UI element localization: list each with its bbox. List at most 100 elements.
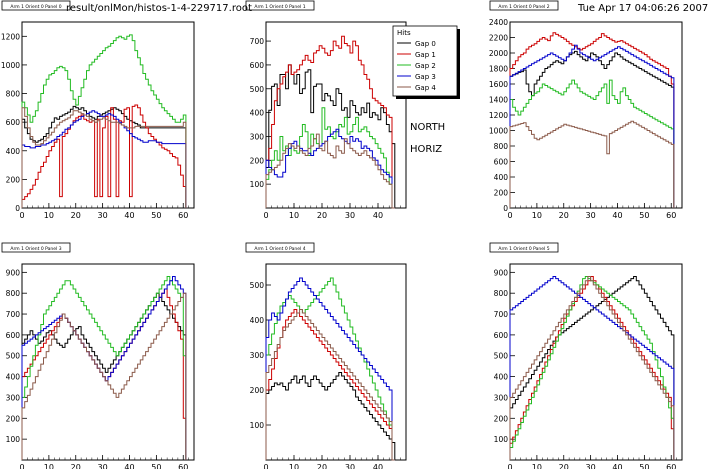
series-line-gap-4 — [265, 133, 395, 209]
x-tick-label: 0 — [263, 211, 268, 220]
legend-title: Hits — [397, 29, 411, 37]
plot-panel-4: Arm 1 Orient 0 Panel 4 0 10 20 30 40 100 200 300… — [245, 242, 407, 469]
y-tick-label: 600 — [494, 158, 509, 167]
y-tick-label: 500 — [250, 281, 265, 290]
x-tick-label: 40 — [373, 211, 383, 220]
x-tick-label: 0 — [19, 211, 24, 220]
series-line-gap-1 — [21, 288, 187, 460]
y-tick-label: 900 — [6, 268, 21, 277]
legend-box — [392, 25, 458, 97]
x-tick-label: 0 — [507, 211, 512, 220]
plot-frame — [509, 263, 683, 461]
x-tick-label: 30 — [345, 463, 355, 469]
x-tick-label: 30 — [98, 463, 108, 469]
y-tick-label: 800 — [494, 289, 509, 298]
x-tick-label: 30 — [345, 211, 355, 220]
y-tick-label: 300 — [250, 351, 265, 360]
y-tick-label: 400 — [6, 373, 21, 382]
series-line-gap-0 — [265, 372, 396, 460]
series-line-gap-3 — [265, 277, 395, 461]
series-line-gap-2 — [265, 107, 395, 209]
y-tick-label: 400 — [250, 316, 265, 325]
y-tick-label: 500 — [250, 85, 265, 94]
y-tick-label: 300 — [250, 132, 265, 141]
x-tick-label: 50 — [639, 463, 649, 469]
x-tick-label: 20 — [71, 211, 81, 220]
y-tick-label: 600 — [6, 118, 21, 127]
x-tick-label: 30 — [586, 211, 596, 220]
plot-frame — [265, 21, 407, 209]
plot-panel-2: Arm 1 Orient 0 Panel 20 10 20 30 40 50 6002004… — [489, 0, 683, 220]
y-tick-label: 700 — [250, 37, 265, 46]
legend-entry: Gap 3 — [415, 73, 436, 81]
y-tick-label: 400 — [494, 373, 509, 382]
y-tick-label: 1400 — [489, 96, 508, 105]
plot-title-box — [489, 0, 559, 11]
series-line-gap-4 — [509, 120, 675, 208]
series-line-gap-4 — [21, 107, 187, 208]
plot-panel-5: Arm 1 Orient 0 Panel 5 0 10 20 30 40 50 60 100 20… — [489, 242, 683, 469]
annotation-horiz: HORIZ — [410, 144, 442, 155]
x-tick-label: 0 — [263, 463, 268, 469]
x-tick-label: 30 — [98, 211, 108, 220]
x-tick-label: 20 — [317, 211, 327, 220]
y-tick-label: 200 — [250, 156, 265, 165]
x-tick-label: 40 — [612, 463, 622, 469]
legend: Hits Gap 0 Gap 1 Gap 2 Gap 3 Gap 4 — [392, 25, 460, 99]
y-tick-label: 100 — [494, 435, 509, 444]
plot-title: Arm 1 Orient 0 Panel 5 — [498, 246, 549, 252]
y-tick-label: 200 — [494, 414, 509, 423]
series-line-gap-1 — [509, 276, 675, 460]
y-tick-label: 100 — [6, 435, 21, 444]
y-tick-label: 400 — [250, 109, 265, 118]
series-line-gap-3 — [21, 110, 187, 208]
x-tick-label: 60 — [178, 211, 188, 220]
x-tick-label: 60 — [666, 211, 676, 220]
series-line-gap-2 — [509, 79, 675, 208]
x-tick-label: 10 — [289, 463, 299, 469]
x-tick-label: 0 — [19, 463, 24, 469]
x-tick-label: 40 — [612, 211, 622, 220]
series-line-gap-4 — [509, 276, 675, 460]
series-line-gap-0 — [509, 50, 675, 208]
x-tick-label: 10 — [44, 463, 54, 469]
x-tick-label: 10 — [532, 463, 542, 469]
y-tick-label: 2000 — [489, 49, 508, 58]
y-tick-label: 1200 — [489, 111, 508, 120]
y-tick-label: 1200 — [1, 32, 20, 41]
y-tick-label: 0 — [503, 204, 508, 213]
legend-entry: Gap 4 — [415, 84, 436, 92]
series-line-gap-1 — [265, 309, 395, 461]
y-tick-label: 800 — [494, 142, 509, 151]
series-line-gap-3 — [509, 276, 675, 460]
series-line-gap-0 — [21, 292, 187, 460]
series-line-gap-0 — [265, 64, 396, 208]
y-tick-label: 1000 — [1, 61, 20, 70]
y-tick-label: 400 — [494, 173, 509, 182]
y-tick-label: 800 — [6, 289, 21, 298]
plot-title: Arm 1 Orient 0 Panel 1 — [254, 4, 305, 10]
plot-title-box — [245, 242, 315, 253]
y-tick-label: 1000 — [489, 127, 508, 136]
y-tick-label: 300 — [494, 393, 509, 402]
x-tick-label: 0 — [507, 463, 512, 469]
series-line-gap-1 — [265, 35, 395, 209]
x-tick-label: 50 — [151, 211, 161, 220]
series-line-gap-3 — [509, 44, 675, 208]
y-tick-label: 600 — [6, 331, 21, 340]
x-tick-label: 20 — [559, 211, 569, 220]
y-tick-label: 500 — [6, 352, 21, 361]
legend-entry: Gap 1 — [415, 51, 436, 59]
series-line-gap-1 — [21, 104, 187, 208]
annotation-north: NORTH — [410, 122, 445, 133]
y-tick-label: 0 — [15, 204, 20, 213]
plot-title-box — [245, 0, 315, 11]
plot-title: Arm 1 Orient 0 Panel 4 — [254, 246, 305, 252]
x-tick-label: 40 — [124, 211, 134, 220]
plot-panel-1: Arm 1 Orient 0 Panel 1 0 10 20 30 40 100 200 300… — [245, 0, 407, 220]
y-tick-label: 100 — [250, 180, 265, 189]
y-tick-label: 100 — [250, 421, 265, 430]
x-tick-label: 10 — [44, 211, 54, 220]
plot-title: Arm 1 Orient 0 Panel 3 — [10, 246, 61, 252]
y-tick-label: 500 — [494, 352, 509, 361]
